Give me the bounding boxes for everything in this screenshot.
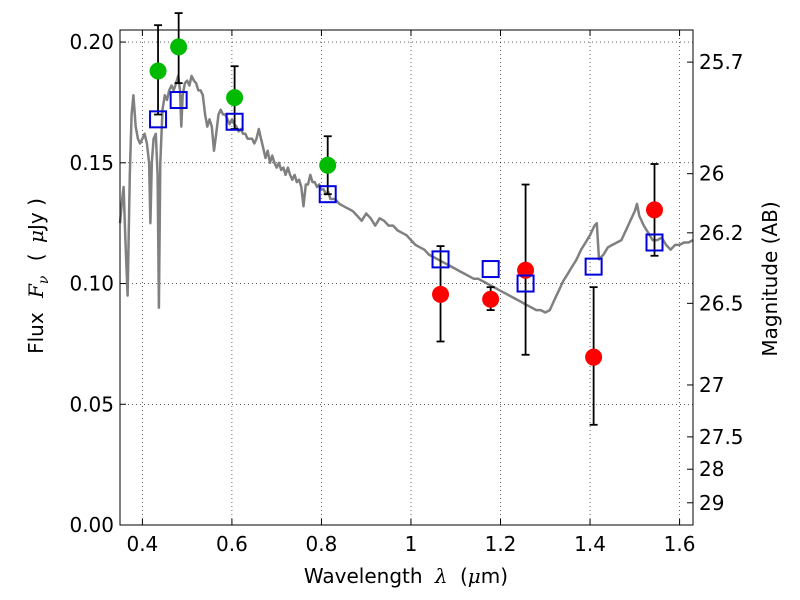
model-photometry-point — [318, 185, 337, 204]
x-axis-label: Wavelength λ (μm) — [304, 564, 508, 588]
y2-tick-label: 26.2 — [699, 221, 744, 245]
y2-tick-label: 29 — [699, 491, 724, 515]
observed-optical-point — [319, 156, 337, 174]
ticks-layer: 0.4 0.6 0.8 1 1.2 1.4 1.6 0.00 0.05 0.10 0.15 0.20 2… — [69, 30, 744, 556]
observed-optical-point — [170, 38, 188, 56]
y2-tick-label: 25.7 — [699, 50, 744, 74]
model-photometry-point — [149, 110, 168, 129]
y2-tick-label: 26 — [699, 162, 724, 186]
x-tick-label: 1.6 — [664, 532, 696, 556]
plot-frame — [119, 29, 694, 526]
model-photometry-point — [516, 274, 535, 293]
markers-layer — [149, 38, 664, 366]
x-tick-label: 1.4 — [574, 532, 606, 556]
observed-nir-point — [432, 285, 450, 303]
model-photometry-point — [584, 257, 603, 276]
model-photometry-point — [431, 250, 450, 269]
model-photometry-point — [225, 112, 244, 131]
y-tick-label: 0.00 — [69, 513, 114, 537]
y-tick-label: 0.20 — [69, 30, 114, 54]
y2-tick-label: 26.5 — [699, 291, 744, 315]
observed-optical-point — [149, 62, 167, 80]
y-tick-label: 0.15 — [69, 151, 114, 175]
x-tick-label: 1 — [405, 532, 418, 556]
observed-optical-point — [226, 89, 244, 107]
y-tick-label: 0.05 — [69, 392, 114, 416]
x-tick-label: 0.4 — [126, 532, 158, 556]
x-tick-label: 0.8 — [306, 532, 338, 556]
y2-axis-label: Magnitude (AB) — [758, 201, 782, 356]
y2-tick-label: 28 — [699, 457, 724, 481]
observed-nir-point — [517, 261, 535, 279]
x-tick-label: 0.6 — [216, 532, 248, 556]
model-photometry-point — [645, 233, 664, 252]
grid — [120, 30, 693, 526]
y2-tick-label: 27.5 — [699, 425, 744, 449]
y-axis-label: Flux Fν ( μJy ) — [24, 198, 53, 354]
model-spectrum-line — [118, 74, 694, 314]
x-tick-label: 1.2 — [485, 532, 517, 556]
model-photometry-point — [481, 260, 500, 279]
observed-nir-point — [646, 201, 664, 219]
y-tick-label: 0.10 — [69, 272, 114, 296]
observed-nir-point — [482, 290, 500, 308]
model-spectrum-layer — [118, 74, 694, 314]
model-photometry-point — [169, 91, 188, 110]
y2-tick-label: 27 — [699, 373, 724, 397]
observed-nir-point — [585, 348, 603, 366]
